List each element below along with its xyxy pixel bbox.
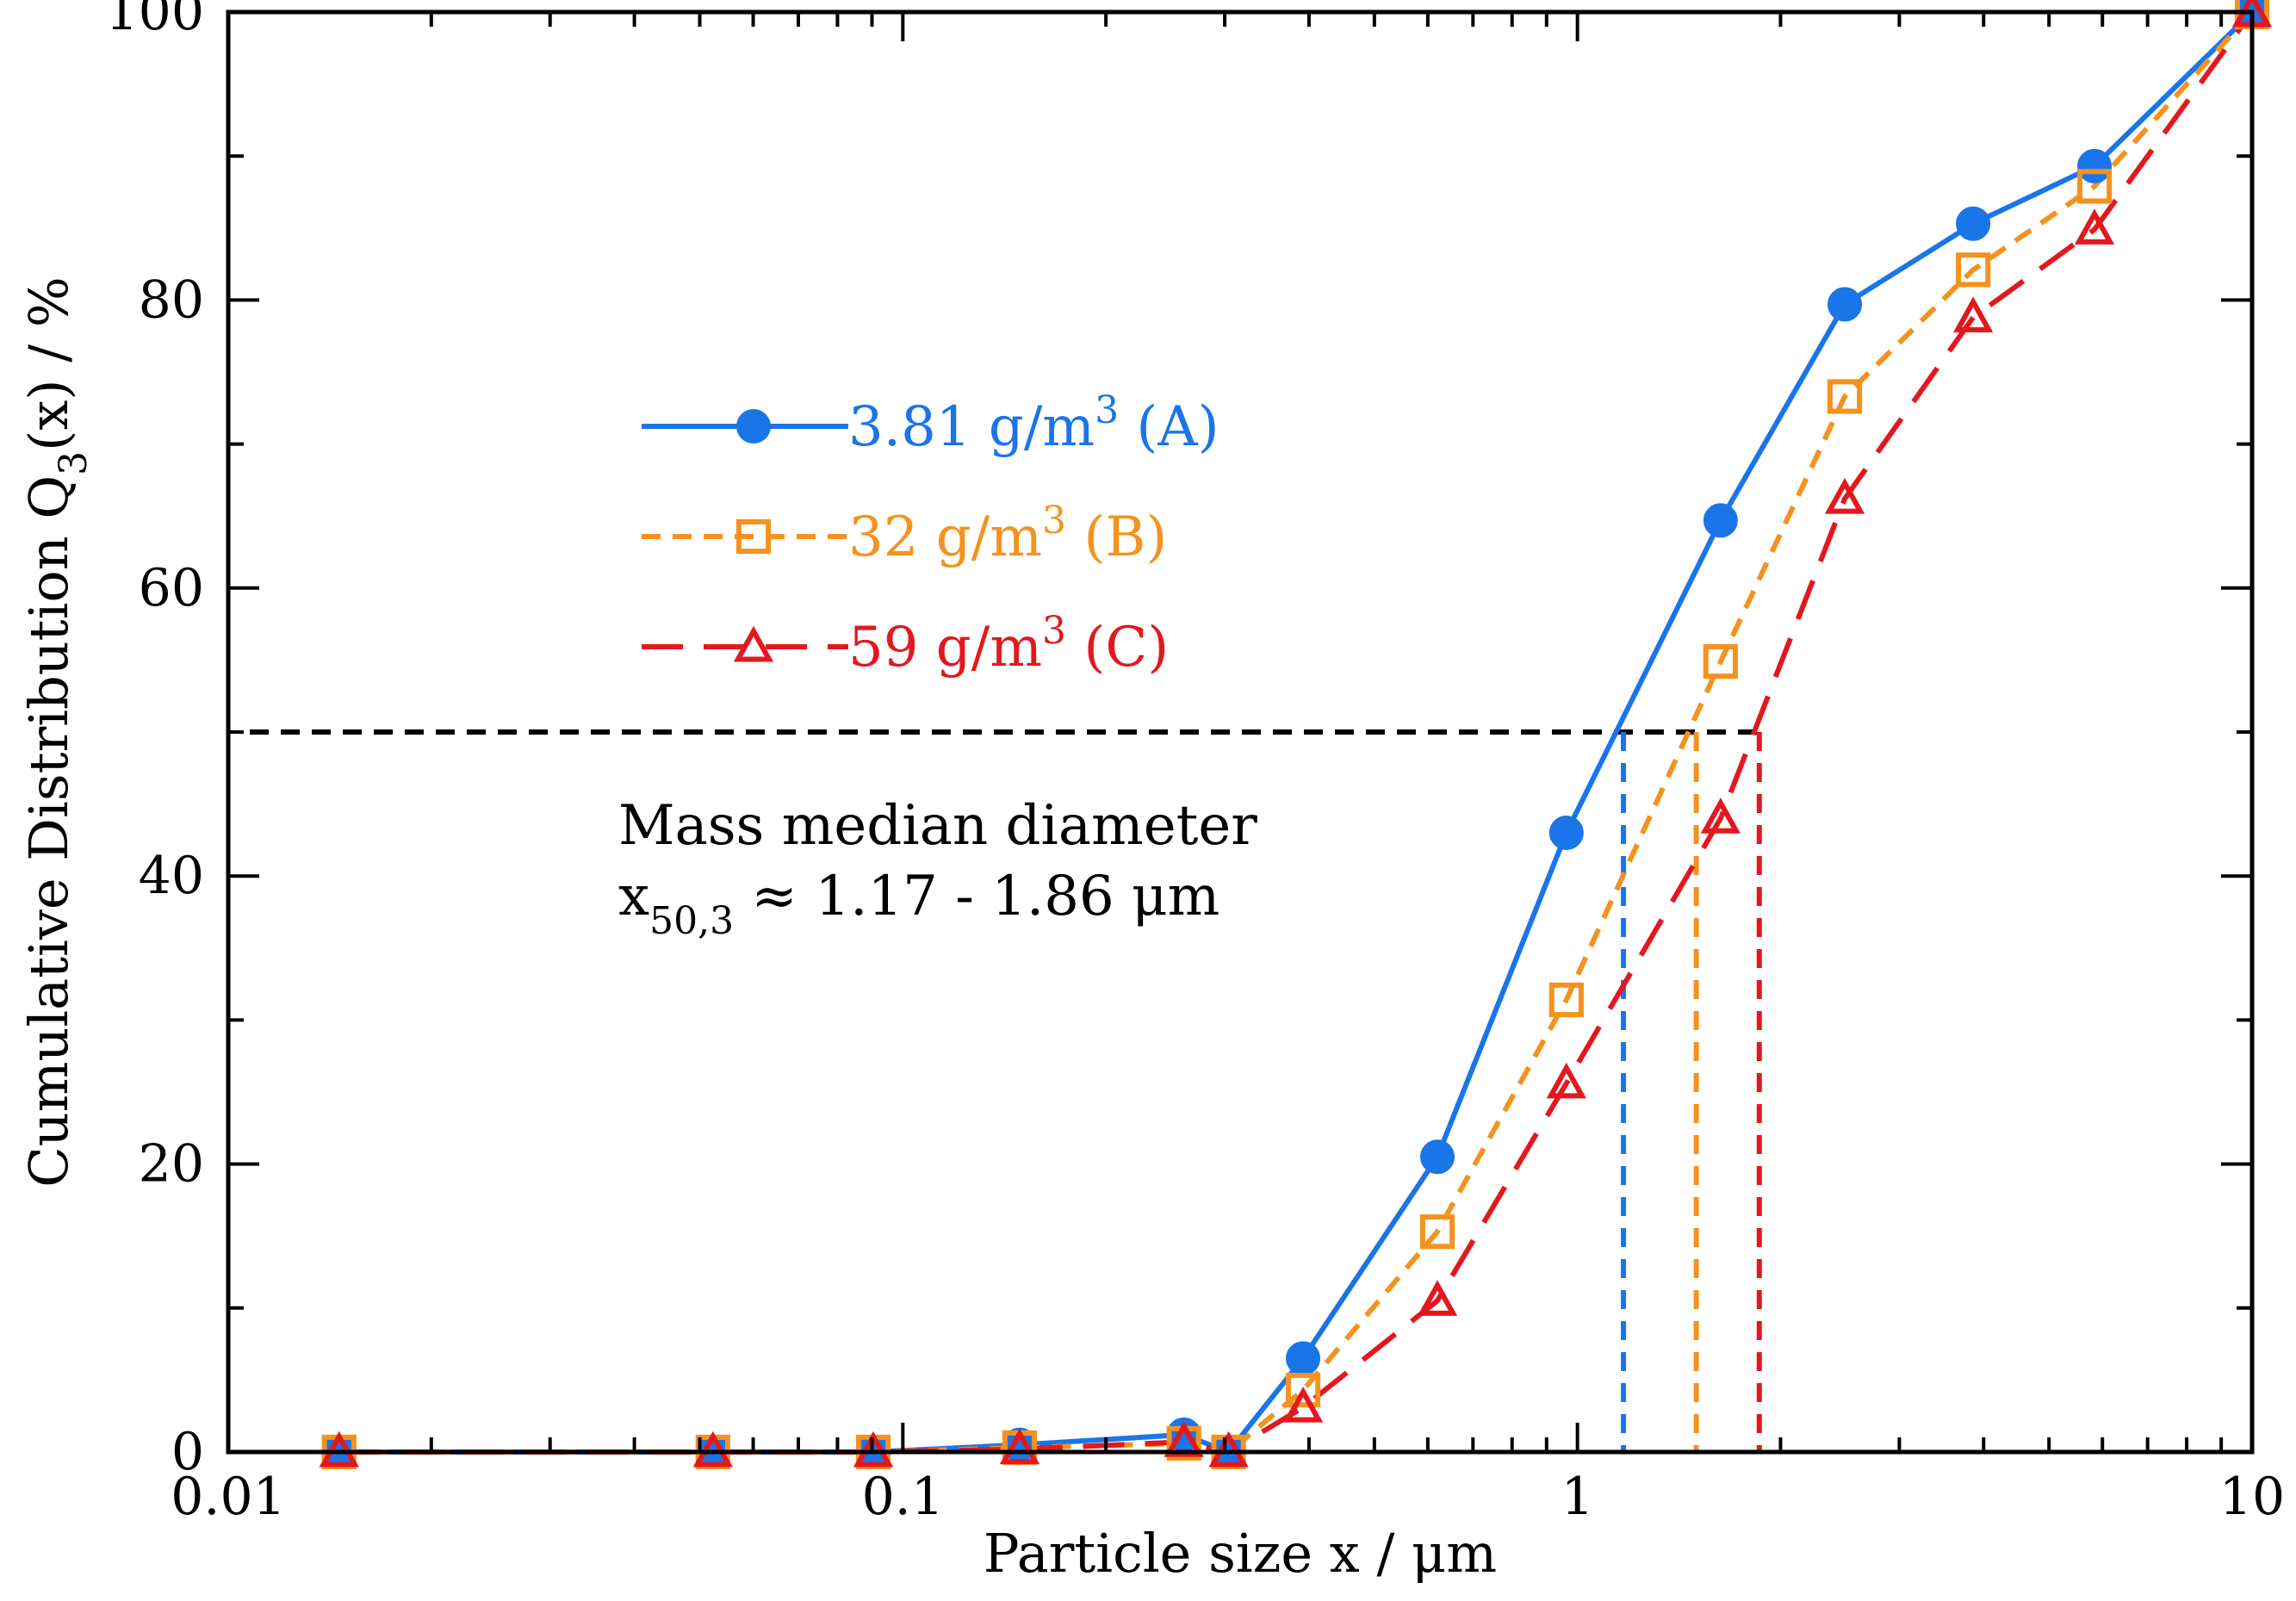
data-point <box>1164 1421 1204 1457</box>
y-tick-label: 20 <box>139 1134 204 1195</box>
data-point <box>735 518 772 555</box>
annotation-line1: Mass median diameter <box>618 794 1257 858</box>
data-point <box>1827 379 1863 414</box>
data-point <box>1700 797 1741 834</box>
median-lines <box>250 729 1765 1452</box>
y-tick-label: 40 <box>139 846 204 906</box>
data-point <box>1417 1280 1458 1316</box>
x-tick-label: 0.01 <box>171 1467 286 1527</box>
x-axis-title: Particle size x / μm <box>984 1522 1497 1585</box>
data-point <box>1420 1139 1455 1175</box>
y-tick-label: 80 <box>139 270 204 330</box>
data-point <box>1285 1373 1321 1408</box>
data-point <box>1953 296 1994 332</box>
legend-label: 32 g/m3 (B) <box>848 499 1167 569</box>
data-point <box>1548 982 1584 1018</box>
annotation-line2: x50,3 ≈ 1.17 - 1.86 μm <box>618 865 1219 943</box>
legend-label: 3.81 g/m3 (A) <box>848 388 1219 459</box>
data-point <box>1956 206 1991 241</box>
series-markers <box>319 0 2273 1470</box>
data-point <box>1703 643 1738 679</box>
data-point <box>1956 252 1991 288</box>
legend-label: 59 g/m3 (C) <box>848 609 1169 679</box>
axis-ticks <box>226 10 2252 1454</box>
data-point <box>1546 1062 1586 1099</box>
y-axis-title: Cumulative Distribution Q3(x) / % <box>17 276 96 1188</box>
data-point <box>1703 503 1738 538</box>
data-point <box>1827 287 1863 322</box>
x-tick-label: 10 <box>2219 1467 2285 1527</box>
y-tick-label: 0 <box>171 1422 204 1482</box>
data-point <box>1286 1341 1321 1376</box>
data-point <box>1282 1386 1324 1423</box>
data-point <box>2074 208 2115 245</box>
x-tick-label: 1 <box>1561 1467 1594 1527</box>
y-tick-label: 60 <box>139 558 204 618</box>
legend: 3.81 g/m3 (A) 32 g/m3 (B) 59 g/m3 (C) <box>642 388 1219 679</box>
data-point <box>1824 477 1865 514</box>
x-tick-label: 0.1 <box>862 1467 944 1527</box>
data-point <box>736 409 771 444</box>
data-point <box>1548 816 1584 851</box>
data-point <box>2077 148 2113 183</box>
data-point <box>733 625 774 662</box>
y-tick-label: 100 <box>105 0 204 42</box>
data-point <box>999 1428 1040 1465</box>
data-point <box>2076 169 2113 204</box>
median-annotation: Mass median diameter x50,3 ≈ 1.17 - 1.86… <box>618 794 1257 943</box>
data-point <box>1419 1214 1455 1250</box>
